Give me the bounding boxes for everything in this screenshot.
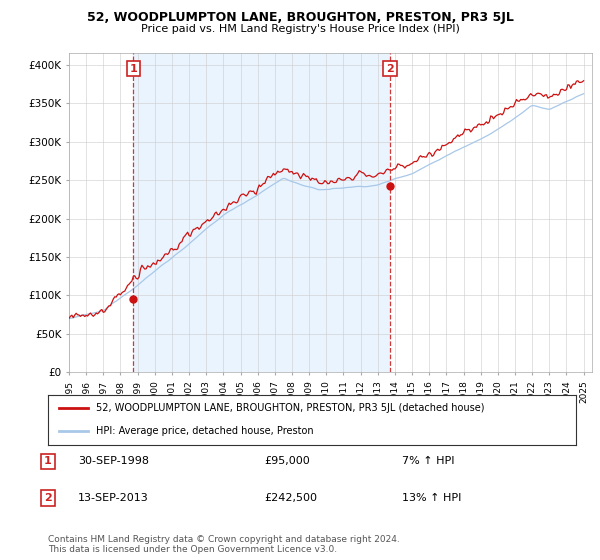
Bar xyxy=(133,53,390,372)
Text: 52, WOODPLUMPTON LANE, BROUGHTON, PRESTON, PR3 5JL: 52, WOODPLUMPTON LANE, BROUGHTON, PRESTO… xyxy=(86,11,514,24)
Text: HPI: Average price, detached house, Preston: HPI: Average price, detached house, Pres… xyxy=(95,426,313,436)
Text: Contains HM Land Registry data © Crown copyright and database right 2024.
This d: Contains HM Land Registry data © Crown c… xyxy=(48,535,400,554)
Text: £95,000: £95,000 xyxy=(264,456,310,466)
Text: 13% ↑ HPI: 13% ↑ HPI xyxy=(402,493,461,503)
Text: 30-SEP-1998: 30-SEP-1998 xyxy=(78,456,149,466)
Text: 52, WOODPLUMPTON LANE, BROUGHTON, PRESTON, PR3 5JL (detached house): 52, WOODPLUMPTON LANE, BROUGHTON, PRESTO… xyxy=(95,403,484,413)
Text: £242,500: £242,500 xyxy=(264,493,317,503)
Text: 7% ↑ HPI: 7% ↑ HPI xyxy=(402,456,455,466)
Text: 1: 1 xyxy=(130,64,137,73)
Text: 13-SEP-2013: 13-SEP-2013 xyxy=(78,493,149,503)
Text: 2: 2 xyxy=(386,64,394,73)
Text: 2: 2 xyxy=(44,493,52,503)
Text: 1: 1 xyxy=(44,456,52,466)
Text: Price paid vs. HM Land Registry's House Price Index (HPI): Price paid vs. HM Land Registry's House … xyxy=(140,24,460,34)
